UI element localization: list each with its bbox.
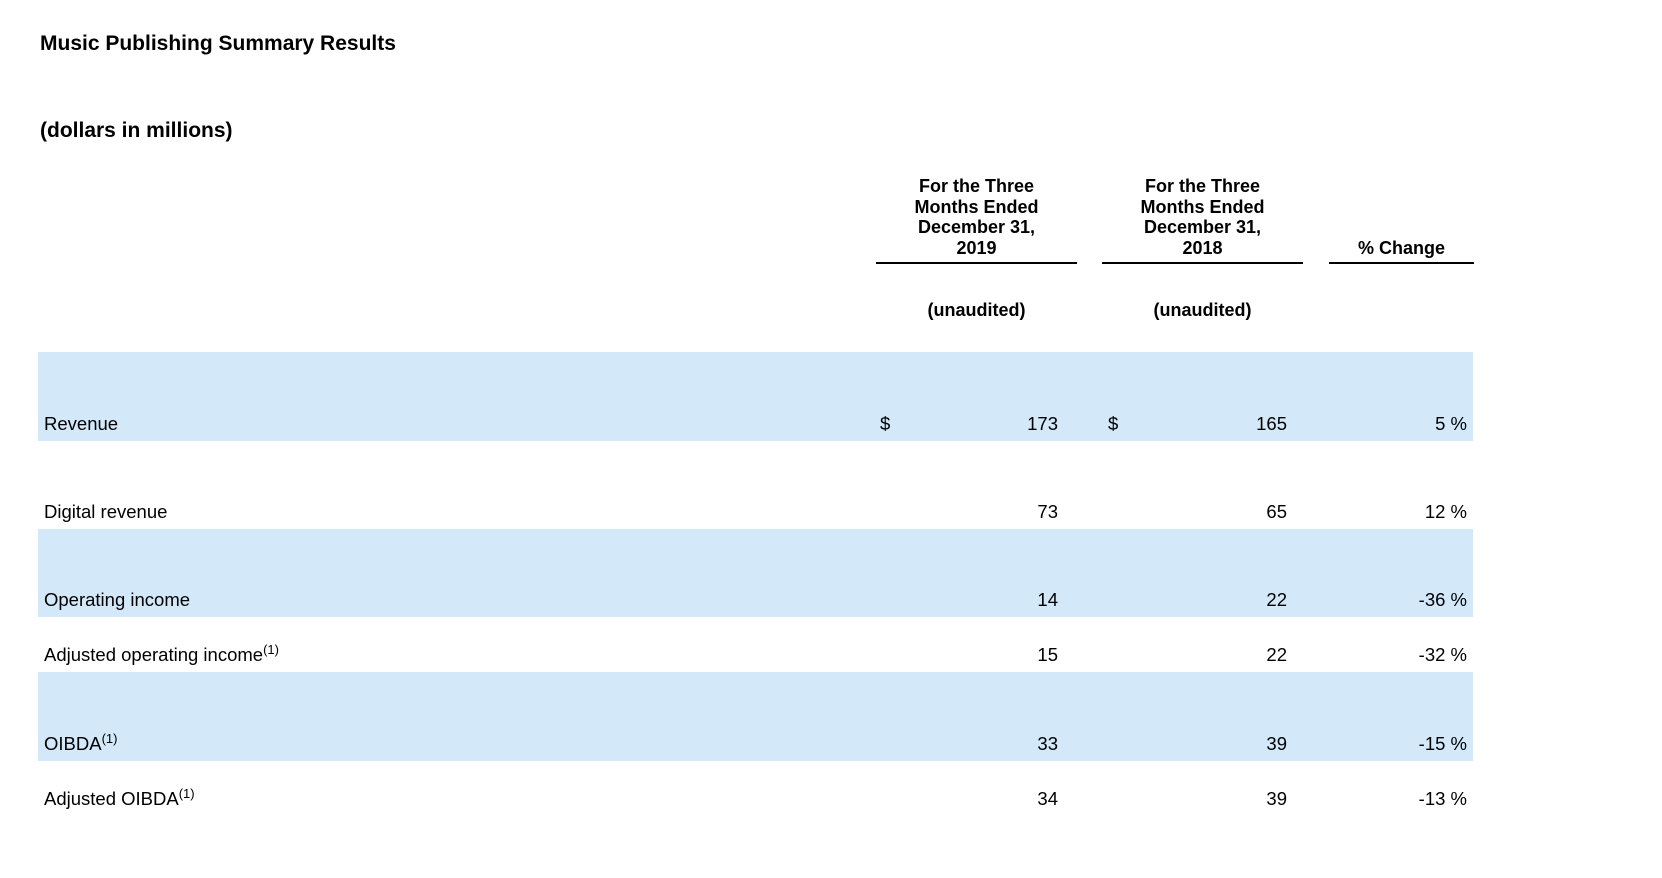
- column-header-pct-change: % Change: [1329, 174, 1474, 264]
- row-label: Adjusted OIBDA(1): [38, 786, 880, 810]
- row-label-text: Adjusted OIBDA: [44, 788, 179, 809]
- header-line: December 31,: [1143, 217, 1262, 237]
- header-line: 2018: [1182, 237, 1223, 258]
- value-2018: 22: [1266, 589, 1287, 610]
- header-line: For the Three: [1144, 176, 1260, 196]
- row-label-text: Revenue: [44, 413, 119, 434]
- units-note: (dollars in millions): [40, 119, 233, 142]
- column-header-2018: For the Three Months Ended December 31, …: [1102, 174, 1303, 264]
- header-line: 2019: [956, 237, 997, 258]
- unaudited-note-2018: (unaudited): [1153, 300, 1252, 320]
- table-row-digital-revenue: Digital revenue 73 65 12 %: [38, 441, 1473, 529]
- row-label: Revenue: [38, 413, 880, 435]
- row-label: Operating income: [38, 589, 880, 611]
- value-pct-change: -36 %: [1418, 589, 1467, 610]
- currency-symbol-2018: $: [1108, 413, 1119, 434]
- row-label: OIBDA(1): [38, 731, 880, 755]
- value-pct-change: -32 %: [1418, 644, 1467, 665]
- value-pct-change: 12 %: [1424, 501, 1467, 522]
- column-header-2019: For the Three Months Ended December 31, …: [876, 174, 1077, 264]
- value-2019: 34: [1037, 788, 1058, 809]
- table-row-revenue: Revenue $ 173 $ 165 5 %: [38, 352, 1473, 441]
- header-line: Months Ended: [914, 196, 1039, 217]
- table-row-operating-income: Operating income 14 22 -36 %: [38, 529, 1473, 617]
- header-line: December 31,: [917, 217, 1036, 237]
- value-pct-change: 5 %: [1435, 413, 1467, 434]
- value-2018: 39: [1266, 788, 1287, 809]
- unaudited-note-2019: (unaudited): [927, 300, 1026, 320]
- currency-symbol-2019: $: [880, 413, 891, 434]
- value-pct-change: -13 %: [1418, 788, 1467, 809]
- value-2019: 33: [1037, 733, 1058, 754]
- table-row-adjusted-operating-income: Adjusted operating income(1) 15 22 -32 %: [38, 617, 1473, 672]
- row-label-text: Digital revenue: [44, 501, 168, 522]
- value-2018: 165: [1256, 413, 1287, 434]
- header-line: For the Three: [918, 176, 1034, 196]
- row-label-text: Operating income: [44, 589, 191, 610]
- summary-table: Revenue $ 173 $ 165 5 % Digital revenue …: [38, 352, 1473, 816]
- header-line: Months Ended: [1140, 196, 1265, 217]
- table-row-oibda: OIBDA(1) 33 39 -15 %: [38, 672, 1473, 761]
- value-2019: 15: [1037, 644, 1058, 665]
- value-2019: 173: [1027, 413, 1058, 434]
- footnote-ref: (1): [101, 731, 118, 746]
- row-label-text: OIBDA: [44, 733, 102, 754]
- value-2019: 73: [1037, 501, 1058, 522]
- value-2018: 39: [1266, 733, 1287, 754]
- value-2019: 14: [1037, 589, 1058, 610]
- value-2018: 22: [1266, 644, 1287, 665]
- footnote-ref: (1): [263, 642, 279, 657]
- table-row-adjusted-oibda: Adjusted OIBDA(1) 34 39 -13 %: [38, 761, 1473, 816]
- footnote-ref: (1): [178, 786, 195, 801]
- value-pct-change: -15 %: [1418, 733, 1467, 754]
- value-2018: 65: [1266, 501, 1287, 522]
- row-label: Adjusted operating income(1): [38, 642, 880, 666]
- header-line: % Change: [1357, 237, 1445, 258]
- page-title: Music Publishing Summary Results: [40, 32, 396, 55]
- row-label-text: Adjusted operating income: [44, 644, 264, 665]
- row-label: Digital revenue: [38, 501, 880, 523]
